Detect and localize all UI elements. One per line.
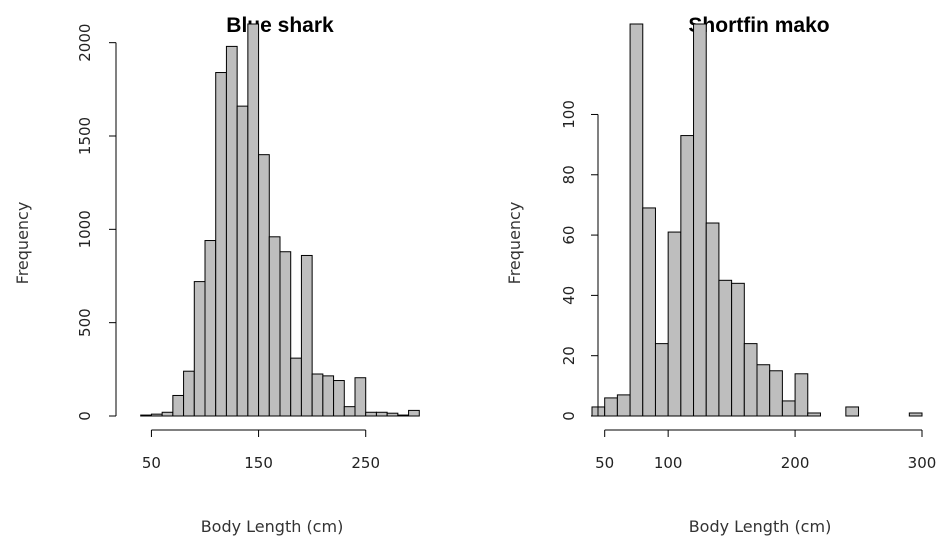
x-axis: 50 100 200 300	[595, 430, 936, 472]
histogram-bar	[301, 255, 312, 416]
y-tick-label: 500	[76, 308, 94, 337]
histogram-bar	[323, 376, 334, 416]
x-axis-label: Body Length (cm)	[689, 517, 832, 536]
histogram-bar	[366, 412, 377, 416]
y-tick-label: 0	[560, 411, 578, 421]
x-tick-label: 300	[908, 454, 937, 472]
y-tick-label: 80	[560, 165, 578, 184]
histogram-bar	[605, 398, 618, 416]
histogram-bar	[141, 415, 152, 416]
histogram-bar	[387, 413, 398, 416]
y-tick-label: 20	[560, 346, 578, 365]
histogram-bar	[291, 358, 302, 416]
histogram-bar	[237, 106, 248, 416]
histogram-bar	[280, 252, 291, 416]
x-tick-label: 50	[595, 454, 614, 472]
y-axis-label: Frequency	[505, 202, 524, 285]
histogram-bar	[151, 414, 162, 416]
histogram-bar	[655, 344, 668, 416]
histogram-bar	[668, 232, 681, 416]
y-tick-label: 40	[560, 286, 578, 305]
histogram-bar	[248, 24, 259, 416]
y-tick-label: 0	[76, 411, 94, 421]
bars	[592, 24, 922, 416]
y-tick-label: 2000	[76, 24, 94, 62]
x-tick-label: 250	[351, 454, 380, 472]
histogram-bar	[808, 413, 821, 416]
histogram-bar	[694, 24, 707, 416]
x-axis: 50 150 250	[142, 430, 380, 472]
histogram-bar	[173, 395, 184, 416]
y-tick-label: 1000	[76, 210, 94, 248]
histogram-bar	[770, 371, 783, 416]
histogram-bar	[269, 237, 280, 416]
histogram-bar	[795, 374, 808, 416]
x-tick-label: 200	[781, 454, 810, 472]
x-axis-label: Body Length (cm)	[201, 517, 344, 536]
histogram-bar	[162, 412, 173, 416]
histogram-bar	[643, 208, 656, 416]
histogram-bar	[732, 283, 745, 416]
histogram-bar	[334, 381, 345, 416]
histogram-bar	[782, 401, 795, 416]
histogram-bar	[184, 371, 195, 416]
histogram-bar	[719, 280, 732, 416]
histogram-bar	[706, 223, 719, 416]
histogram-bar	[216, 73, 227, 416]
histogram-bar	[744, 344, 757, 416]
histogram-bar	[205, 241, 216, 416]
histogram-bar	[259, 155, 270, 416]
chart-title: Blue shark	[226, 14, 334, 37]
histogram-bar	[757, 365, 770, 416]
histogram-bar	[355, 378, 366, 416]
histogram-bar	[194, 282, 205, 416]
histogram-bar	[398, 415, 409, 416]
y-tick-label: 60	[560, 226, 578, 245]
chart-title: Shortfin mako	[688, 14, 829, 37]
histogram-bar	[312, 374, 323, 416]
histogram-bar	[617, 395, 630, 416]
histogram-bar	[226, 46, 237, 416]
panel-blue-shark: Blue shark 50 150 250 0 500 1000 1500 2000 Bod…	[13, 14, 419, 536]
histogram-bar	[409, 410, 420, 416]
histogram-bar	[681, 136, 694, 416]
panel-shortfin-mako: Shortfin mako 50 100 200 300 0 20 40 60 80 100 B…	[505, 14, 936, 536]
bars	[141, 24, 420, 416]
histogram-bar	[376, 412, 387, 416]
histogram-bar	[909, 413, 922, 416]
y-axis-label: Frequency	[13, 202, 32, 285]
x-tick-label: 50	[142, 454, 161, 472]
y-tick-label: 1500	[76, 117, 94, 155]
y-axis: 0 20 40 60 80 100	[560, 100, 598, 421]
x-tick-label: 150	[244, 454, 273, 472]
histogram-bar	[630, 24, 643, 416]
x-tick-label: 100	[654, 454, 683, 472]
y-tick-label: 100	[560, 100, 578, 129]
y-axis: 0 500 1000 1500 2000	[76, 24, 116, 421]
histogram-bar	[846, 407, 859, 416]
histogram-bar	[344, 407, 355, 416]
